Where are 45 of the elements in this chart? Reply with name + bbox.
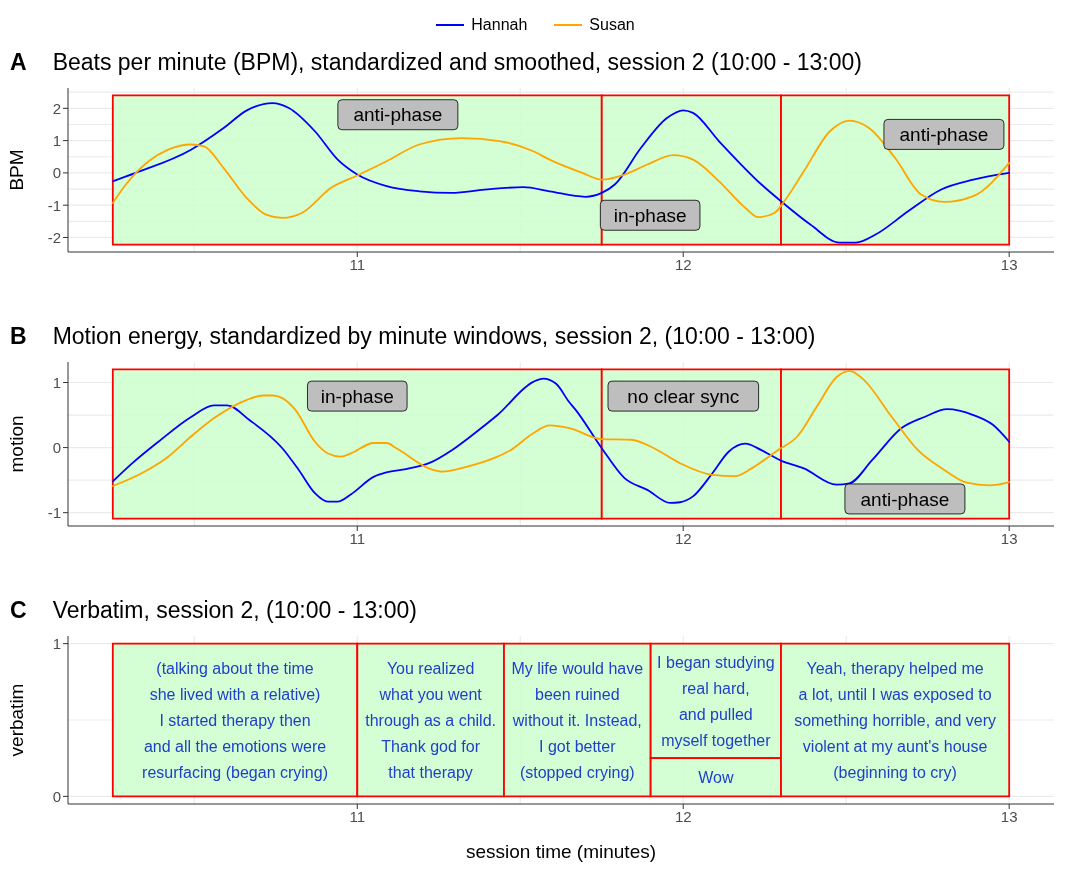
y-tick-label: 1 [52, 131, 61, 149]
y-tick-label: 0 [52, 164, 61, 182]
x-tick-label: 12 [674, 807, 692, 825]
x-tick-label: 11 [349, 529, 366, 547]
y-tick-label: 2 [52, 99, 61, 117]
band-label: anti-phase [899, 124, 989, 146]
x-tick-label: 13 [1000, 529, 1018, 547]
x-tick-label: 13 [1000, 255, 1018, 273]
chart-title: Motion energy, standardized by minute windows, session 2, (10:00 - 13:00) [52, 322, 816, 350]
band-label: Yeah, therapy helped me a lot, until I was exposed to something horrible, and very violent at my aunt's house (beginning to cry) [794, 659, 997, 781]
y-axis-title: motion [5, 415, 27, 473]
band-label: I began studying real hard, and pulled myself together [657, 653, 775, 749]
text: B [10, 322, 27, 350]
x-tick-label: 12 [674, 255, 692, 273]
band-label: no clear sync [627, 385, 740, 407]
text: C [10, 596, 27, 624]
chart-title: Beats per minute (BPM), standardized and smoothed, session 2 (10:00 - 13:00) [52, 48, 862, 76]
line-series [111, 102, 1011, 244]
legend-label: Hannah [471, 16, 528, 34]
band-label: My life would have been ruined without it. Instead, I got better (stopped crying) [511, 659, 644, 781]
y-tick-label: 1 [52, 373, 61, 391]
y-tick-label: 0 [52, 438, 61, 456]
y-axis-title: BPM [5, 149, 27, 191]
legend-label: Susan [589, 16, 635, 34]
y-tick-label: -1 [47, 196, 61, 214]
x-tick-label: 11 [349, 807, 366, 825]
y-tick-label: -1 [47, 503, 61, 521]
y-tick-label: 0 [52, 787, 61, 805]
band-label: (talking about the time she lived with a relative) I started therapy then and all the emotions were resurfacing (began crying) [142, 659, 328, 781]
band-label: Wow [698, 768, 734, 786]
chart-title: Verbatim, session 2, (10:00 - 13:00) [52, 596, 417, 624]
x-axis-title: session time (minutes) [465, 841, 657, 862]
band-label: anti-phase [860, 488, 950, 510]
y-axis-title: verbatim [5, 683, 27, 757]
line-series [111, 369, 1011, 487]
y-tick-label: -2 [47, 228, 61, 246]
x-tick-label: 11 [349, 255, 366, 273]
y-tick-label: 1 [52, 634, 61, 652]
band-label: in-phase [613, 204, 687, 226]
band-label: You realized what you went through as a child. Thank god for that therapy [365, 659, 496, 781]
band-label: anti-phase [353, 104, 443, 126]
x-tick-label: 13 [1000, 807, 1018, 825]
band-label: in-phase [320, 385, 394, 407]
x-tick-label: 12 [674, 529, 692, 547]
text: A [10, 48, 27, 76]
